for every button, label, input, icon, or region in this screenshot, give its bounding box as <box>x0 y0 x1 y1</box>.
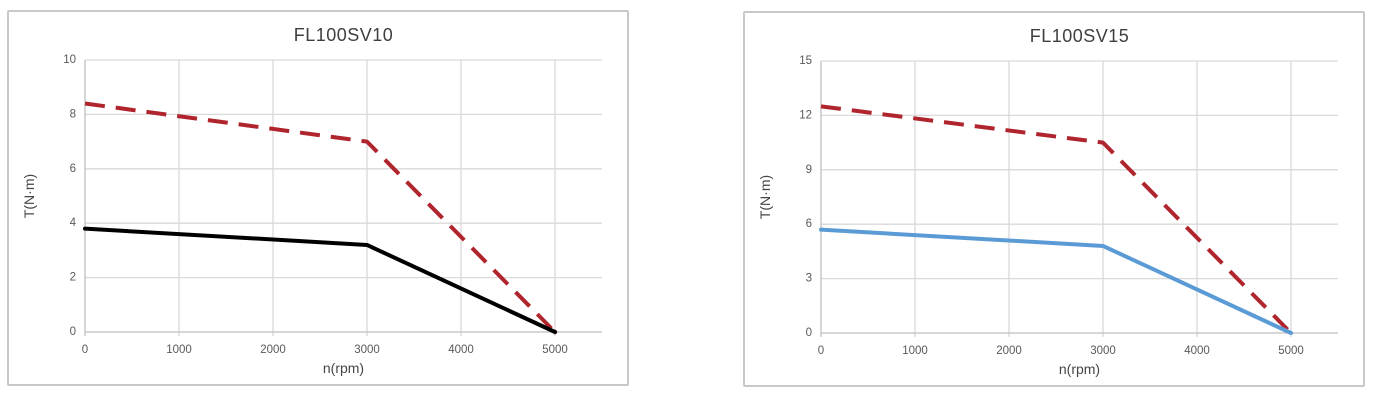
y-tick-label: 2 <box>70 272 76 284</box>
y-tick-label: 12 <box>799 109 812 121</box>
y-tick-label: 4 <box>70 217 77 229</box>
y-tick-label: 15 <box>799 55 812 67</box>
y-tick-label: 9 <box>806 164 812 176</box>
series-line-rated-torque <box>819 227 1293 335</box>
y-tick-label: 0 <box>70 326 76 338</box>
y-tick-label: 10 <box>63 54 76 66</box>
chart-card-fl100sv10: 0 2 4 6 8 10 0 1000 2000 3000 4000 5000 n(rpm) T(N·m)… <box>7 10 629 386</box>
series-line-peak-torque <box>84 101 557 334</box>
torque-speed-chart-fl100sv10: 0 2 4 6 8 10 0 1000 2000 3000 4000 5000 n(rpm) T(N·m) <box>21 54 602 376</box>
chart-card-fl100sv15: 0 3 6 9 12 15 0 1000 2000 3000 4000 5000 n(rpm) T(N·m… <box>743 11 1365 387</box>
y-tick-label: 6 <box>70 163 76 175</box>
x-tick-label: 2000 <box>260 344 286 356</box>
x-tick-label: 3000 <box>1090 345 1116 357</box>
x-tick-label: 0 <box>82 344 88 356</box>
x-tick-label: 2000 <box>996 345 1022 357</box>
x-tick-label: 3000 <box>354 344 380 356</box>
series-line-peak-torque <box>820 104 1293 335</box>
x-tick-label: 4000 <box>1184 345 1210 357</box>
x-tick-label: 4000 <box>448 344 474 356</box>
x-tick-label: 1000 <box>166 344 192 356</box>
chart-title: FL100SV15 <box>1029 26 1130 46</box>
y-tick-label: 0 <box>806 327 812 339</box>
y-tick-label: 3 <box>806 273 812 285</box>
x-axis-label: n(rpm) <box>323 360 364 376</box>
x-tick-label: 1000 <box>902 345 928 357</box>
chart-title: FL100SV10 <box>293 25 394 45</box>
x-tick-label: 5000 <box>1278 345 1304 357</box>
torque-speed-chart-fl100sv15: 0 3 6 9 12 15 0 1000 2000 3000 4000 5000 n(rpm) T(N·m… <box>757 55 1338 377</box>
series-line-rated-torque <box>83 226 557 334</box>
y-tick-label: 6 <box>806 218 812 230</box>
x-tick-label: 0 <box>818 345 824 357</box>
y-axis-label: T(N·m) <box>21 174 37 218</box>
x-tick-label: 5000 <box>542 344 568 356</box>
y-axis-label: T(N·m) <box>757 175 773 219</box>
x-axis-label: n(rpm) <box>1059 361 1100 377</box>
y-tick-label: 8 <box>70 108 76 120</box>
